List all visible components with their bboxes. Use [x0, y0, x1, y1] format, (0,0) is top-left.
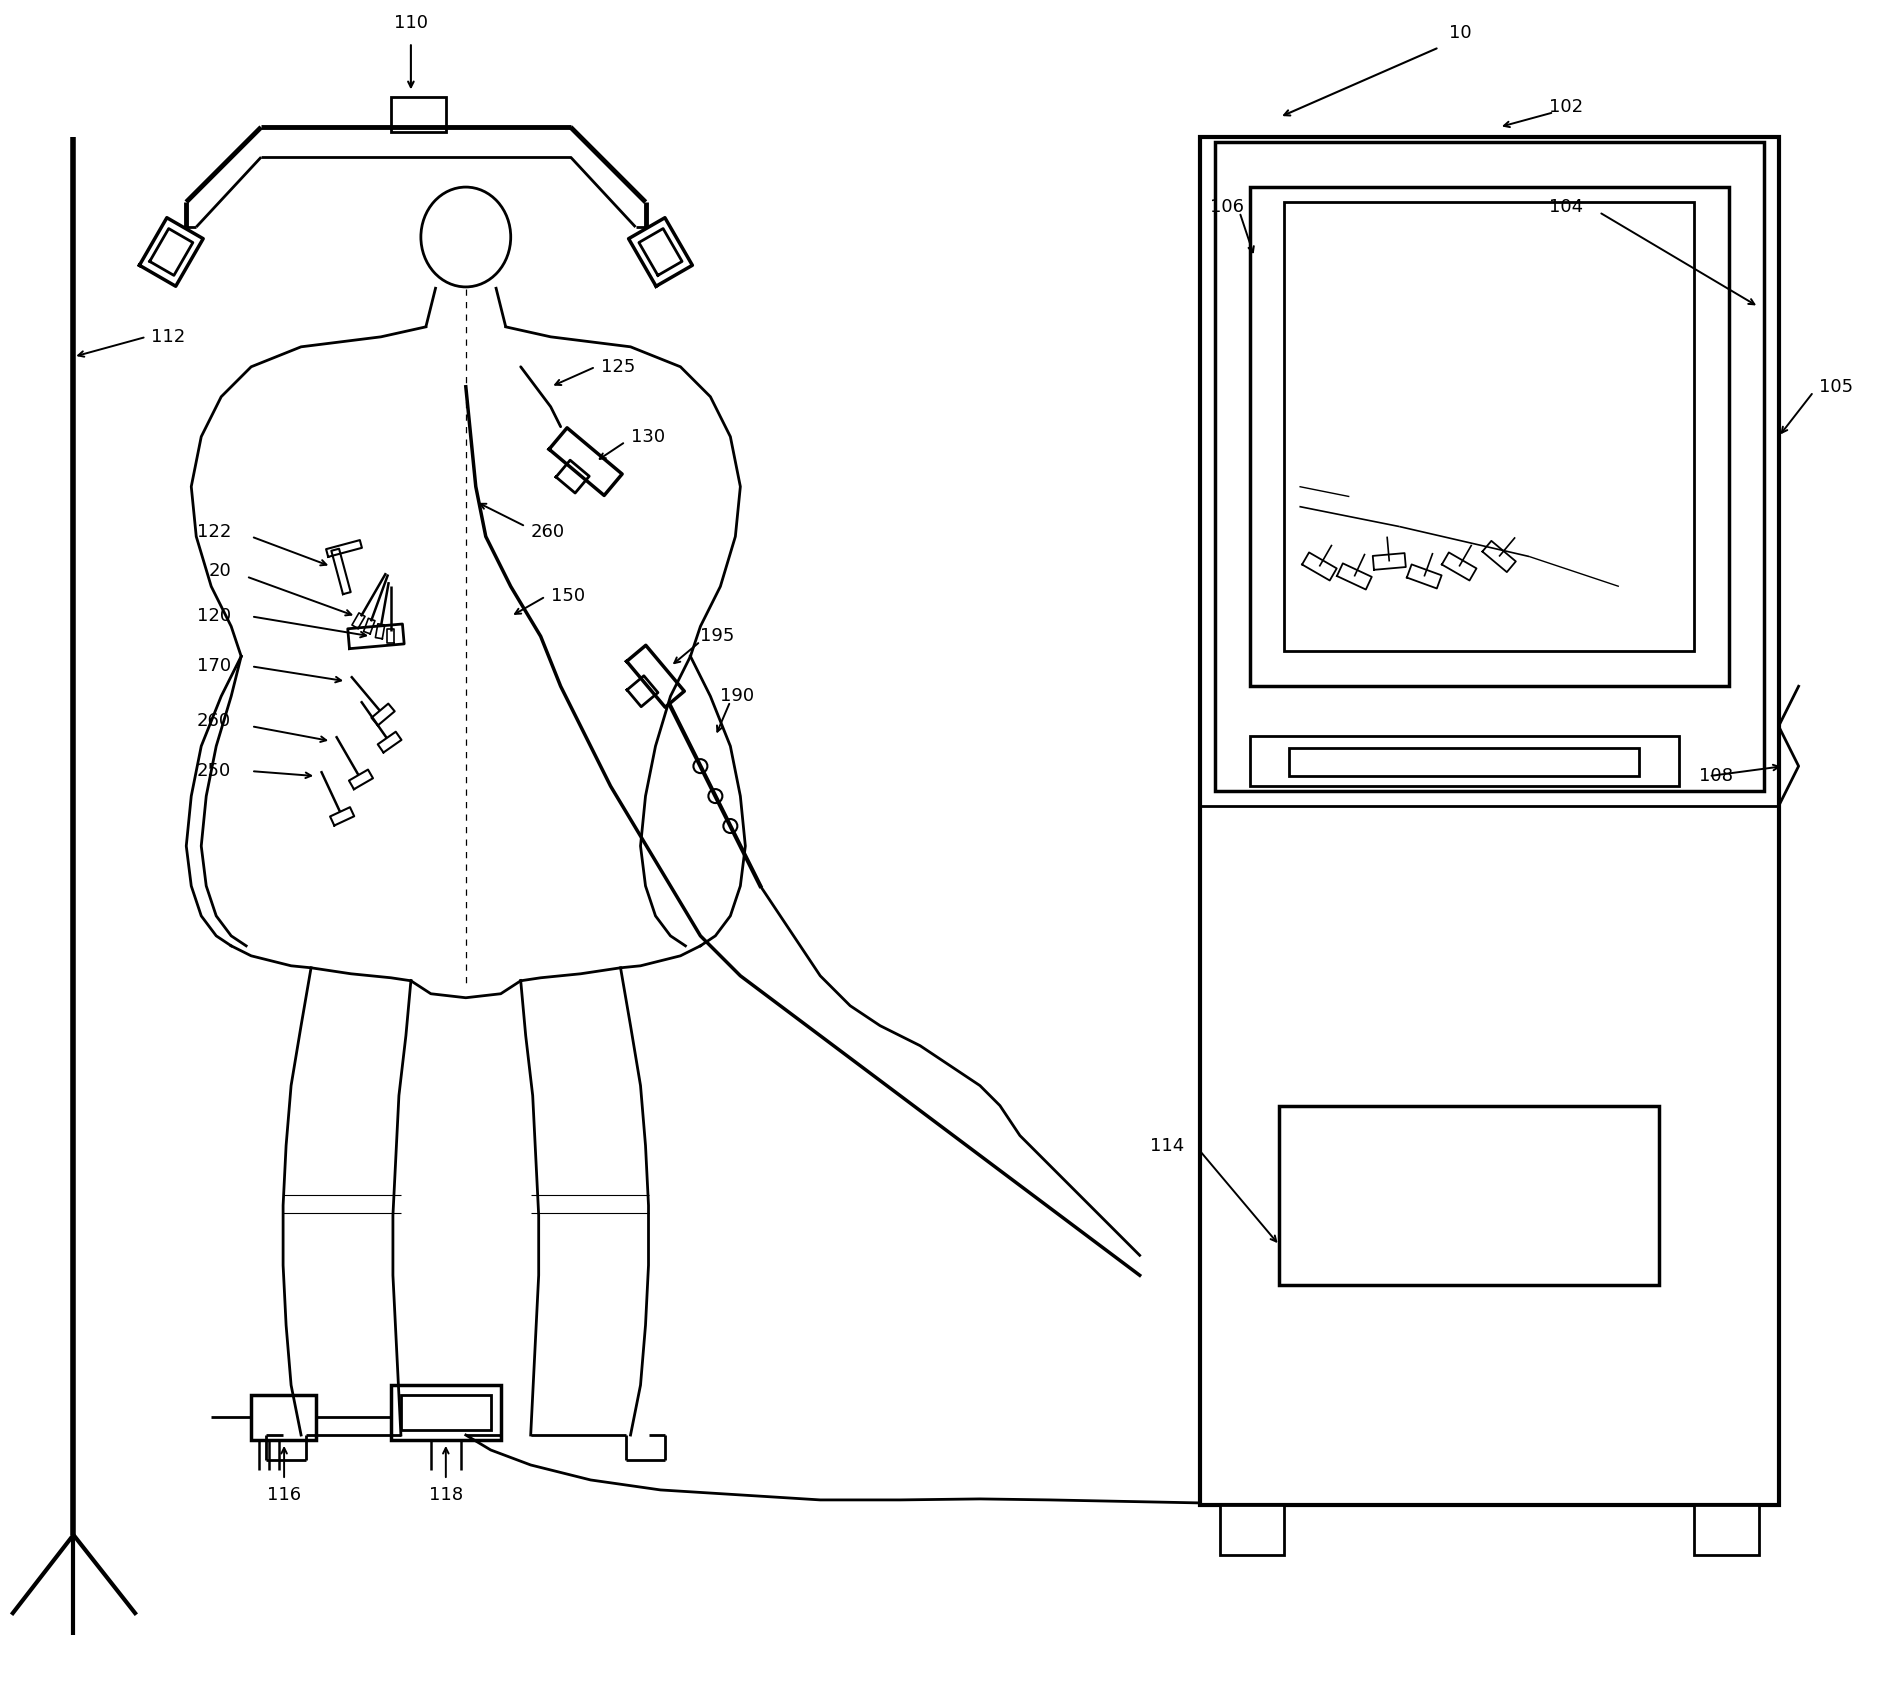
Text: 114: 114: [1150, 1136, 1184, 1155]
Text: 105: 105: [1818, 378, 1853, 396]
Text: 170: 170: [198, 658, 230, 676]
Text: 108: 108: [1698, 767, 1733, 786]
Polygon shape: [1441, 553, 1476, 580]
Text: 260: 260: [198, 711, 230, 730]
Polygon shape: [329, 808, 354, 826]
Text: 102: 102: [1550, 98, 1582, 116]
Bar: [1249, 187, 1729, 686]
Text: 130: 130: [630, 428, 664, 445]
Bar: [251, 1394, 316, 1440]
Bar: [1695, 1506, 1759, 1554]
Text: 250: 250: [196, 762, 230, 781]
Polygon shape: [348, 769, 373, 789]
Text: 106: 106: [1209, 197, 1243, 216]
Text: 195: 195: [701, 627, 735, 646]
Bar: [390, 1386, 501, 1440]
Text: 20: 20: [208, 563, 230, 580]
Bar: [1279, 1106, 1658, 1285]
Bar: [1289, 749, 1639, 776]
Polygon shape: [326, 540, 362, 556]
Polygon shape: [150, 229, 192, 275]
Text: 104: 104: [1550, 197, 1582, 216]
Bar: [402, 1394, 491, 1430]
Bar: [1220, 1506, 1285, 1554]
Polygon shape: [1373, 553, 1405, 570]
Polygon shape: [626, 646, 684, 706]
Text: 10: 10: [1449, 24, 1472, 42]
Polygon shape: [387, 629, 394, 644]
Polygon shape: [364, 619, 375, 634]
Polygon shape: [1483, 541, 1516, 572]
Text: 118: 118: [428, 1485, 463, 1504]
Polygon shape: [375, 624, 385, 639]
Text: 190: 190: [720, 688, 754, 705]
Polygon shape: [348, 624, 404, 649]
Text: 116: 116: [267, 1485, 301, 1504]
Text: 112: 112: [150, 327, 185, 346]
Polygon shape: [548, 428, 623, 496]
Bar: [1285, 202, 1695, 651]
Bar: [1215, 142, 1763, 791]
Text: 125: 125: [600, 357, 634, 376]
Polygon shape: [1302, 553, 1337, 580]
Bar: [390, 98, 446, 132]
Polygon shape: [640, 229, 682, 275]
Polygon shape: [1407, 565, 1441, 588]
Text: 110: 110: [394, 15, 428, 32]
Polygon shape: [352, 614, 366, 629]
Polygon shape: [1337, 563, 1371, 590]
Text: 120: 120: [198, 607, 230, 626]
Polygon shape: [331, 548, 350, 593]
Polygon shape: [628, 217, 693, 287]
Bar: [1249, 737, 1679, 786]
Polygon shape: [371, 703, 394, 725]
Polygon shape: [556, 460, 588, 492]
Text: 122: 122: [196, 523, 230, 541]
Text: 260: 260: [531, 523, 565, 541]
Polygon shape: [377, 732, 402, 752]
Text: 150: 150: [550, 587, 585, 605]
Polygon shape: [626, 676, 659, 706]
Polygon shape: [139, 217, 204, 287]
Bar: [1200, 137, 1778, 1506]
